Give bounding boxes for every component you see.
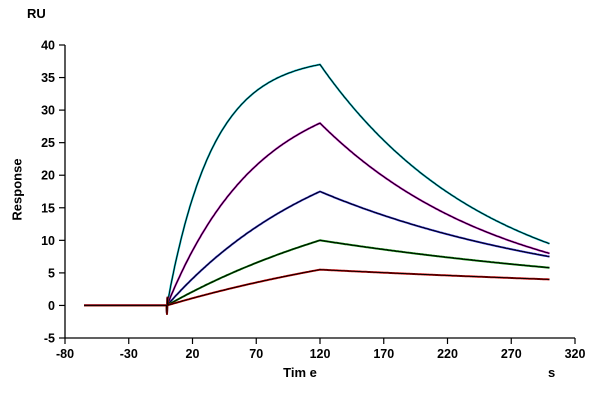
fit-line-concentration-2 — [84, 122, 550, 315]
x-tick-label: 270 — [501, 347, 522, 361]
x-tick-label: -30 — [120, 347, 138, 361]
sensorgram-curve-concentration-3 — [84, 190, 550, 315]
y-tick-label: 5 — [48, 266, 55, 280]
y-tick-label: 30 — [41, 104, 55, 118]
fit-line-concentration-4 — [84, 239, 550, 315]
fit-line-concentration-3 — [84, 191, 550, 315]
y-axis-unit-label: RU — [27, 6, 46, 21]
y-tick-label: -5 — [44, 332, 55, 346]
x-tick-label: 70 — [249, 347, 263, 361]
y-tick-label: 15 — [41, 201, 55, 215]
x-tick-label: 220 — [437, 347, 458, 361]
y-tick-label: 0 — [48, 299, 55, 313]
y-tick-label: 35 — [41, 71, 55, 85]
fit-line-concentration-5-lowest — [84, 269, 550, 315]
fit-line-concentration-1-highest — [84, 64, 550, 315]
x-tick-label: 320 — [565, 347, 586, 361]
y-tick-label: 10 — [41, 234, 55, 248]
x-tick-label: 170 — [373, 347, 394, 361]
sensorgram-curve-concentration-5-lowest — [84, 268, 550, 315]
x-axis-title: Tim e — [283, 365, 317, 380]
sensorgram-curve-concentration-2 — [84, 122, 550, 315]
x-tick-label: 120 — [310, 347, 331, 361]
x-tick-label: -80 — [56, 347, 74, 361]
x-axis-unit-label: s — [548, 365, 556, 380]
x-tick-label: 20 — [186, 347, 200, 361]
y-tick-label: 20 — [41, 169, 55, 183]
y-tick-label: 25 — [41, 136, 55, 150]
y-tick-label: 40 — [41, 39, 55, 53]
